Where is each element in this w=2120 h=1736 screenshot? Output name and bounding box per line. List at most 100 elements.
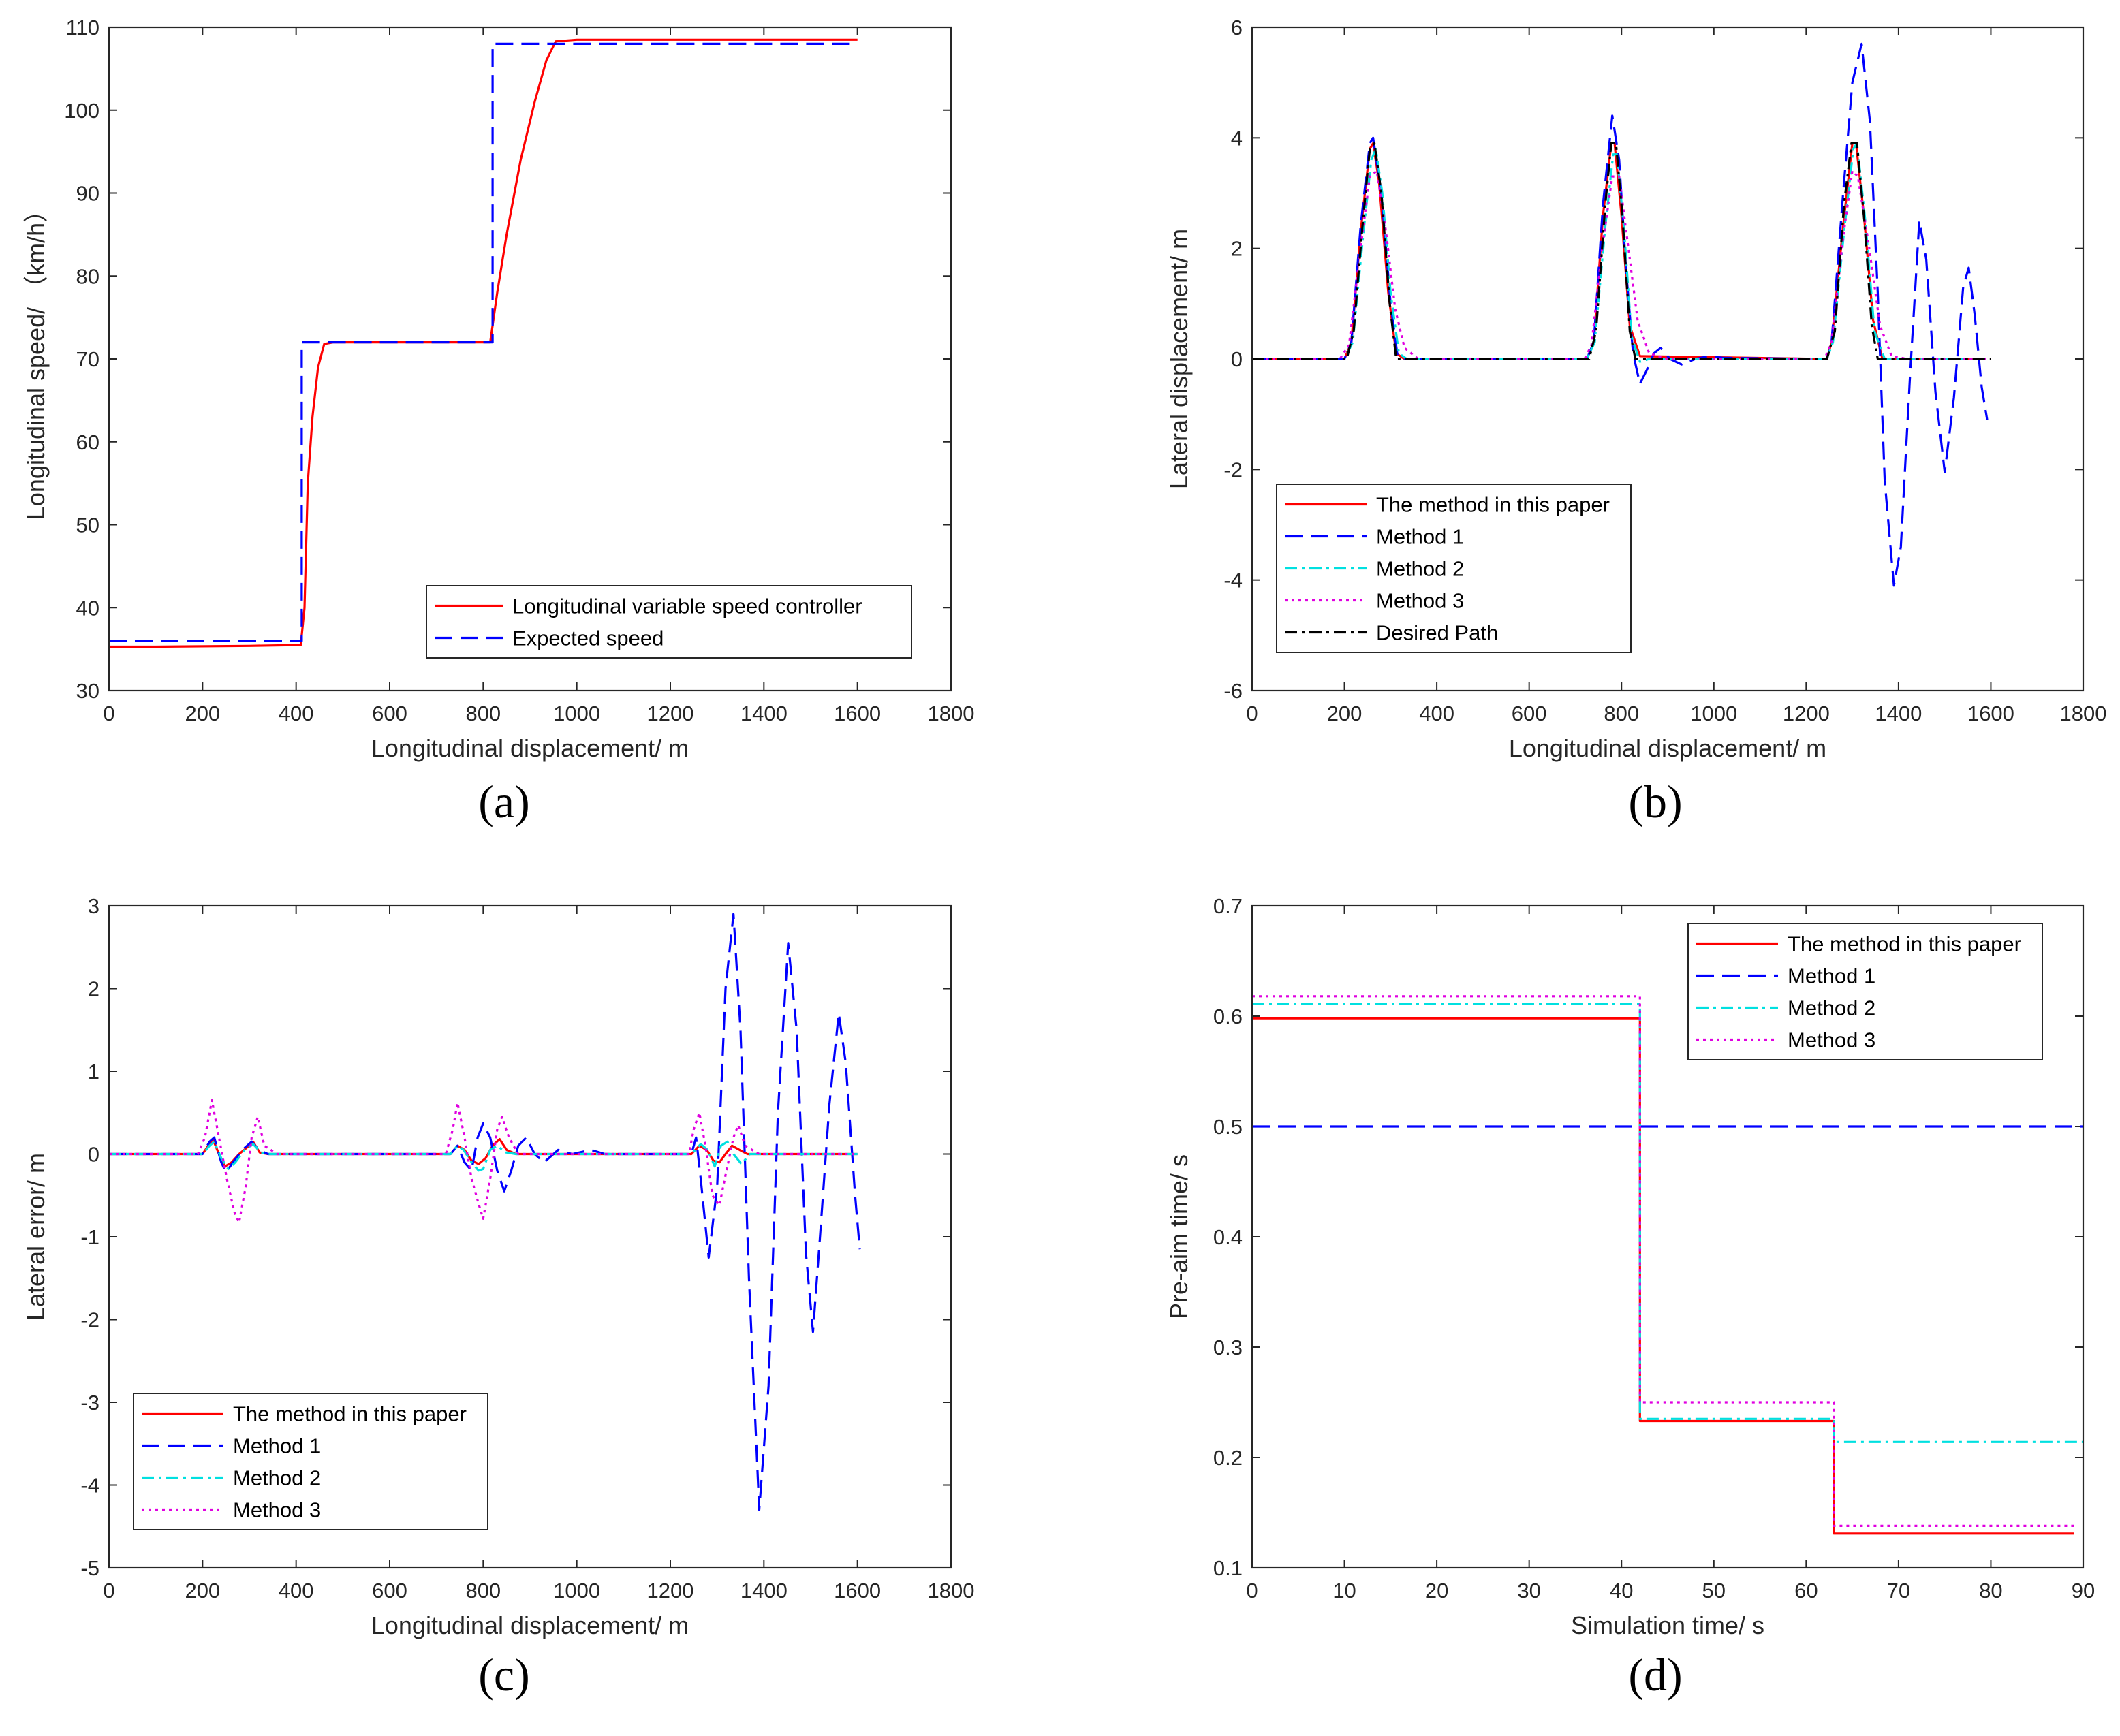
legend-box [426,585,912,659]
axes-box [1251,904,2085,1569]
y-tick-label: 0.6 [1213,1005,1243,1028]
series-group [1252,995,2083,1535]
x-tick-label: 200 [1327,701,1362,725]
legend-label-1: The method in this paper [1376,493,1610,517]
legend-label-5: Desired Path [1376,621,1498,645]
x-tick-label: 1400 [741,1579,788,1603]
x-tick-label: 1400 [1875,701,1922,725]
x-axis-label: Longitudinal displacement/ m [1509,734,1826,762]
x-tick-label: 1600 [834,701,881,725]
legend-label-2: Method 1 [1376,525,1464,549]
y-axis-label: Lateral error/ m [22,1153,50,1321]
y-tick-label: 80 [76,264,99,288]
x-tick-label: 0 [1246,701,1258,725]
x-tick-label: 0 [1246,1579,1258,1603]
legend-label-1: The method in this paper [1788,932,2021,956]
panel-label: (d) [1628,1649,1682,1701]
x-tick-label: 40 [1610,1579,1633,1603]
x-tick-label: 30 [1517,1579,1540,1603]
y-tick-label: -4 [1223,569,1243,593]
x-tick-label: 70 [1887,1579,1910,1603]
legend: The method in this paper Method 1 Method 2… [1687,923,2043,1060]
x-tick-label: 800 [1604,701,1639,725]
legend-box [133,1393,488,1530]
series-group [109,38,858,648]
y-tick-label: 0.2 [1213,1446,1243,1470]
y-axis-label: Pre-aim time/ s [1165,1154,1193,1319]
legend: Longitudinal variable speed controller Ex… [426,585,912,659]
legend-label-4: Method 3 [233,1498,321,1522]
x-tick-label: 400 [279,701,314,725]
legend-label-1: Longitudinal variable speed controller [512,595,862,618]
legend-label-3: Method 2 [233,1466,321,1490]
panel-label: (c) [478,1649,529,1701]
x-tick-label: 50 [1702,1579,1726,1603]
y-tick-label: 60 [76,430,99,454]
series-line-3 [1252,142,1986,363]
x-tick-label: 400 [1419,701,1454,725]
legend-label-4: Method 3 [1376,589,1464,613]
series-group [109,913,861,1511]
x-tick-label: 200 [185,1579,220,1603]
x-axis-label: Simulation time/ s [1571,1611,1764,1639]
axes-box [108,26,952,692]
y-tick-label: -2 [80,1308,99,1332]
y-tick-label: 3 [88,894,99,918]
panel-label: (a) [478,776,529,827]
y-tick-label: -4 [80,1474,99,1498]
series-line-4 [1252,170,1986,360]
x-tick-label: 80 [1979,1579,2002,1603]
y-tick-label: 0.1 [1213,1556,1243,1580]
series-line-1 [109,1138,858,1168]
y-tick-label: 0.4 [1213,1225,1243,1249]
y-tick-label: -2 [1223,458,1243,482]
x-tick-label: 600 [372,701,407,725]
x-tick-label: 90 [2072,1579,2095,1603]
x-tick-label: 0 [103,1579,114,1603]
axes-box [108,904,952,1569]
x-tick-label: 1800 [2060,701,2107,725]
x-tick-label: 1600 [1967,701,2014,725]
y-axis-label: Longitudinal speed/ （km/h） [22,198,50,520]
series-line-3 [1252,1003,2083,1443]
y-tick-label: 100 [64,99,99,123]
x-tick-label: 800 [465,1579,501,1603]
x-tick-label: 1800 [928,701,975,725]
y-tick-label: 2 [88,977,99,1001]
x-tick-label: 1000 [553,701,600,725]
series-line-1 [1252,1017,2074,1535]
y-tick-label: 110 [66,16,99,40]
x-tick-label: 1400 [741,701,788,725]
legend: The method in this paper Method 1 Method 2… [133,1393,488,1530]
y-tick-label: 0.3 [1213,1336,1243,1359]
y-tick-label: 2 [1231,237,1243,261]
x-tick-label: 600 [372,1579,407,1603]
panel-d: 0 10 20 30 40 50 60 70 80 90 0.1 0.2 0.3 0.4 0.5 0.6 0.7… [1165,894,2095,1701]
series-line-2 [109,42,858,642]
x-tick-label: 1000 [553,1579,600,1603]
legend-label-1: The method in this paper [233,1402,467,1426]
x-tick-label: 1200 [1783,701,1830,725]
series-line-3 [109,1140,858,1172]
plot-area [109,27,951,691]
y-axis-label: Lateral displacement/ m [1165,229,1193,489]
y-tick-label: 1 [88,1060,99,1084]
y-tick-label: 30 [76,679,99,703]
x-axis-label: Longitudinal displacement/ m [371,734,689,762]
x-tick-label: 10 [1332,1579,1356,1603]
x-tick-label: 20 [1425,1579,1448,1603]
y-tick-label: 0.5 [1213,1115,1243,1139]
y-tick-label: 0 [1231,347,1243,371]
y-tick-label: 90 [76,182,99,206]
y-tick-label: 6 [1231,16,1243,40]
legend-label-3: Method 2 [1788,996,1875,1020]
series-line-5 [1252,142,1991,360]
y-tick-label: -5 [80,1556,99,1580]
y-tick-label: 40 [76,596,99,620]
y-tick-label: 0.7 [1213,894,1243,918]
y-tick-label: -1 [80,1225,99,1249]
x-axis-label: Longitudinal displacement/ m [371,1611,689,1639]
y-tick-label: -3 [80,1391,99,1415]
y-tick-label: 4 [1231,126,1243,150]
